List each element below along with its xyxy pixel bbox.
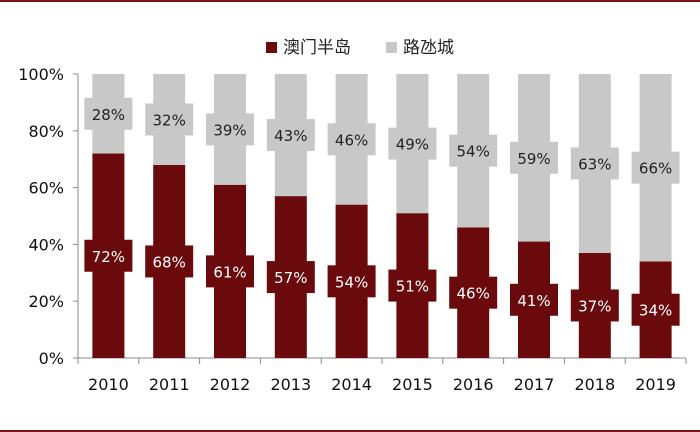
x-tick-label: 2015 (392, 375, 433, 394)
data-label: 46% (457, 285, 490, 303)
data-label: 61% (213, 263, 246, 281)
data-label-box (631, 151, 680, 184)
data-label-box (570, 147, 619, 180)
data-label: 72% (92, 248, 125, 266)
data-label-box (84, 97, 133, 130)
y-tick-label: 100% (18, 65, 64, 84)
data-label-box (449, 276, 498, 309)
bottom-border-line (0, 430, 700, 432)
x-tick-label: 2018 (574, 375, 615, 394)
x-tick-label: 2013 (270, 375, 311, 394)
data-label-box (266, 119, 315, 152)
data-label: 34% (639, 302, 672, 320)
data-label-box (206, 113, 254, 146)
data-label-box (145, 245, 194, 278)
y-tick-label: 80% (28, 122, 64, 141)
data-label: 43% (274, 127, 307, 145)
x-tick-label: 2011 (149, 375, 190, 394)
data-label: 37% (578, 297, 611, 315)
data-label: 59% (517, 150, 550, 168)
data-label: 39% (213, 121, 246, 139)
data-label-box (266, 261, 315, 294)
y-tick-label: 20% (28, 292, 64, 311)
legend-swatch-series-1 (266, 42, 277, 53)
data-label-box (510, 283, 558, 316)
data-label-box (206, 255, 254, 288)
legend-label-series-1: 澳门半岛 (283, 38, 351, 58)
data-label: 68% (153, 253, 186, 271)
data-label-box (145, 103, 194, 136)
top-border-line (0, 0, 700, 2)
data-label-box (388, 127, 437, 160)
data-label-box (388, 269, 437, 302)
data-label: 28% (92, 106, 125, 124)
data-label: 46% (335, 131, 368, 149)
x-tick-label: 2012 (210, 375, 251, 394)
x-tick-label: 2016 (453, 375, 494, 394)
data-label: 57% (274, 269, 307, 287)
data-label: 66% (639, 160, 672, 178)
x-tick-label: 2010 (88, 375, 129, 394)
data-label-box (510, 141, 558, 174)
x-tick-label: 2017 (514, 375, 555, 394)
data-label: 32% (153, 111, 186, 129)
data-label-box (327, 123, 376, 156)
data-label: 54% (335, 273, 368, 291)
data-label-box (570, 289, 619, 322)
data-label: 49% (396, 136, 429, 154)
data-label-box (631, 293, 680, 326)
y-tick-label: 60% (28, 179, 64, 198)
data-label: 41% (517, 292, 550, 310)
x-tick-label: 2014 (331, 375, 372, 394)
legend-label-series-2: 路氹城 (403, 38, 454, 58)
x-tick-label: 2019 (635, 375, 676, 394)
y-tick-label: 40% (28, 235, 64, 254)
data-label: 51% (396, 278, 429, 296)
data-label-box (327, 265, 376, 298)
data-label: 54% (457, 143, 490, 161)
data-label: 63% (578, 155, 611, 173)
y-tick-label: 0% (39, 349, 64, 368)
data-label-box (84, 239, 133, 272)
legend-swatch-series-2 (386, 42, 397, 53)
data-label-box (449, 134, 498, 167)
